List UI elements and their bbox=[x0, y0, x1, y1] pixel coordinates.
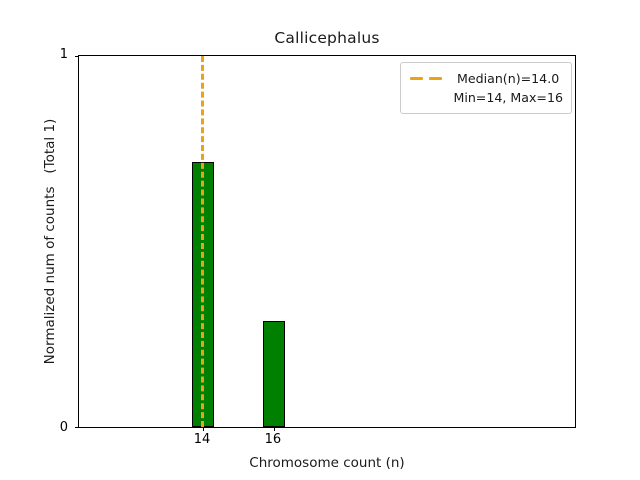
xtick-label-14: 14 bbox=[193, 432, 211, 447]
legend-row-median: Median(n)=14.0 bbox=[409, 69, 563, 88]
x-axis-label: Chromosome count (n) bbox=[249, 455, 405, 471]
legend-label-minmax: Min=14, Max=16 bbox=[453, 90, 563, 105]
xtick-label-16: 16 bbox=[264, 432, 282, 447]
bar-16 bbox=[262, 320, 285, 427]
xtick-mark-16 bbox=[273, 427, 275, 431]
legend-label-median: Median(n)=14.0 bbox=[457, 71, 560, 86]
ytick-mark-0 bbox=[75, 427, 79, 428]
lines-layer bbox=[79, 56, 575, 427]
legend-box: Median(n)=14.0 Min=14, Max=16 bbox=[400, 62, 572, 114]
chart-title: Callicephalus bbox=[274, 29, 380, 47]
ytick-label-1: 1 bbox=[59, 47, 68, 62]
dashed-line-icon bbox=[409, 73, 449, 85]
plot-area bbox=[75, 55, 576, 431]
xtick-mark-14 bbox=[203, 427, 204, 431]
y-axis-label: Normalized num of counts (Total 1) bbox=[42, 118, 58, 365]
median-line bbox=[201, 56, 205, 427]
ytick-label-0: 0 bbox=[59, 420, 68, 435]
ytick-mark-1 bbox=[75, 56, 79, 57]
legend-row-minmax: Min=14, Max=16 bbox=[409, 88, 563, 107]
